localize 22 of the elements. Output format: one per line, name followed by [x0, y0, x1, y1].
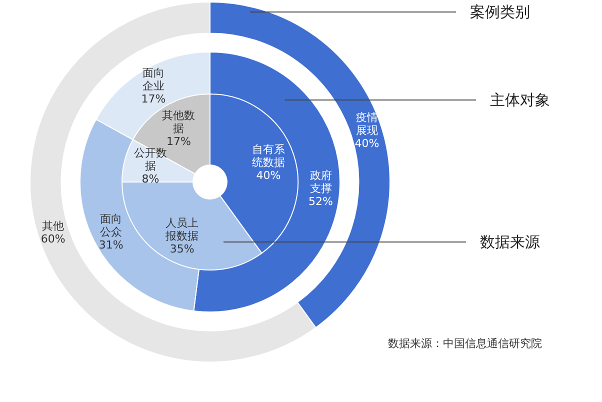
slice-label: 人员上报数据	[164, 216, 199, 243]
slice-label: 政府支撑	[310, 168, 332, 195]
data-label: 8%	[142, 172, 160, 186]
slice-label: 疫情展现	[356, 110, 378, 137]
data-label: 31%	[98, 238, 124, 252]
data-label: 52%	[308, 194, 334, 208]
slice-label: 面向企业	[142, 66, 164, 92]
data-label: 35%	[170, 242, 194, 256]
data-label: 17%	[141, 92, 166, 106]
slice-label: 数据来源	[480, 233, 540, 252]
source-note: 数据来源：中国信息通信研究院	[388, 336, 542, 351]
slice-label: 主体对象	[490, 91, 550, 110]
data-label: 40%	[354, 136, 380, 150]
slice-label: 公开数据	[134, 146, 167, 173]
data-label: 40%	[256, 168, 281, 182]
slice-label: 面向公众	[100, 212, 122, 238]
slice-label: 自有系统数据	[252, 142, 285, 169]
slice-label: 案例类别	[470, 3, 530, 22]
data-label: 60%	[40, 232, 66, 246]
slice-label: 其他	[42, 219, 64, 232]
slice-label: 其他数据	[162, 108, 196, 135]
data-label: 17%	[166, 134, 191, 148]
